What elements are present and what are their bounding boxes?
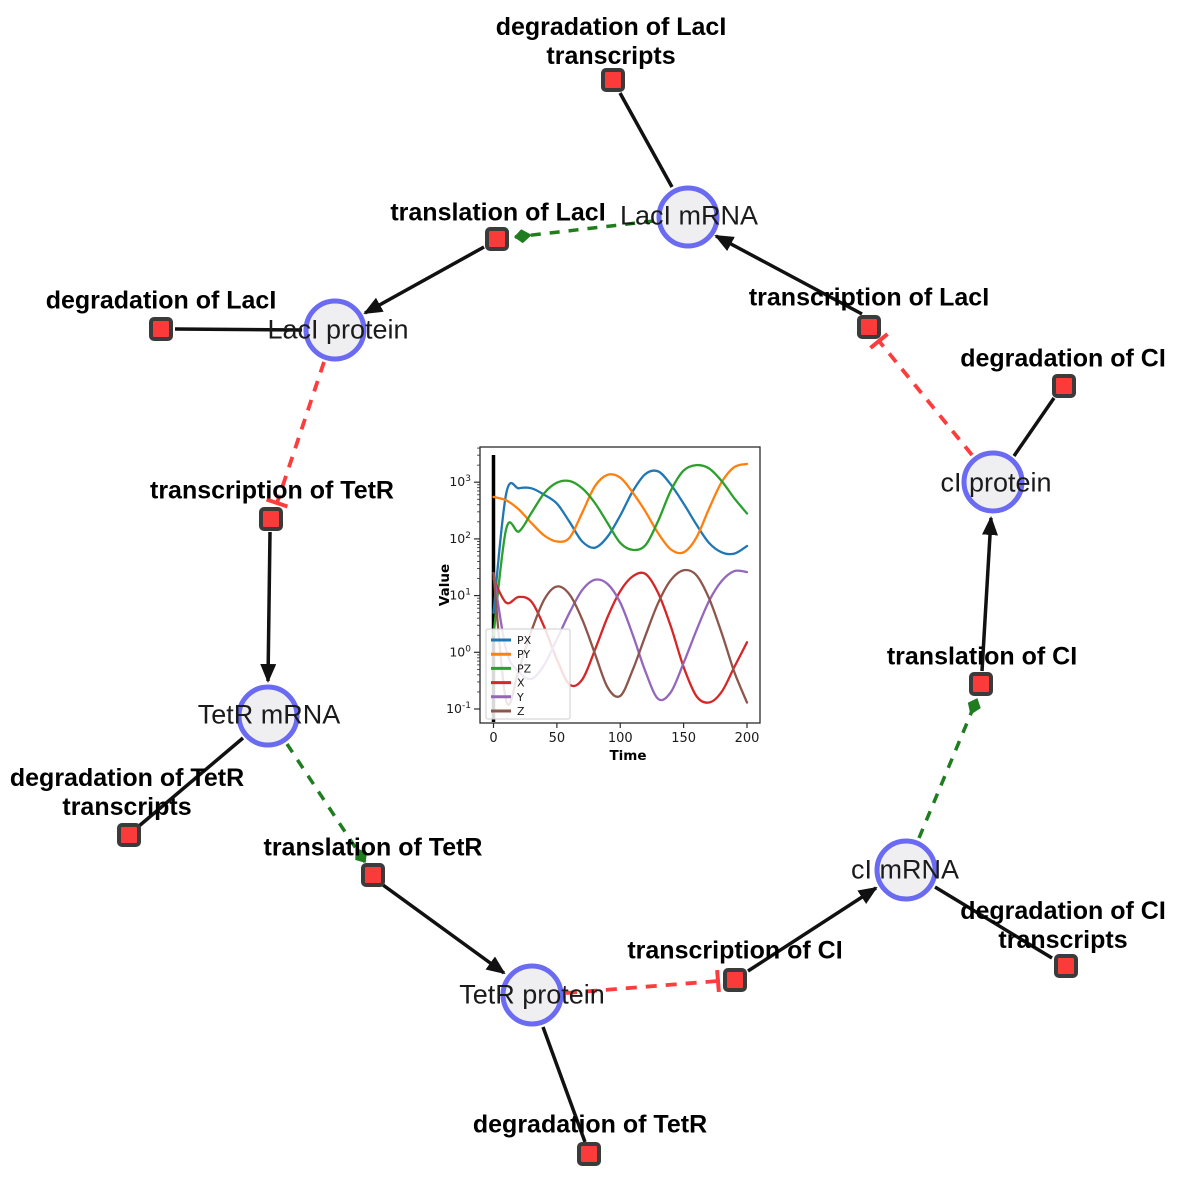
reaction-degradation-of-tetr[interactable]: [577, 1142, 601, 1166]
legend-label-Y: Y: [516, 691, 524, 704]
reaction-degradation-of-laci[interactable]: [149, 317, 173, 341]
node-tetr-mrna[interactable]: [236, 684, 300, 748]
reaction-label-degradation-of-ci-transcripts: degradation of CI transcripts: [960, 897, 1166, 954]
edge-transcription-tetr-to-tetr-mrna: [260, 531, 277, 683]
reaction-label-transcription-of-tetr: transcription of TetR: [150, 476, 394, 505]
x-tick-label: 50: [549, 731, 566, 746]
y-tick-label: 10-1: [446, 701, 471, 716]
series-line-PZ: [492, 463, 749, 637]
node-label-ci-mrna: cI mRNA: [851, 854, 959, 885]
reaction-label-transcription-of-laci: transcription of LacI: [748, 283, 990, 312]
edge-translation-laci-to-laci-protein: [363, 245, 485, 315]
edge-ci-mrna-to-translation-ci: [917, 698, 981, 839]
x-axis-label: Time: [609, 748, 646, 764]
edge-transcription-ci-to-ci-mrna: [747, 886, 878, 973]
edge-laci-protein-to-deg-laci: [174, 327, 303, 332]
x-tick-label: 200: [735, 731, 760, 746]
legend-label-PZ: PZ: [517, 662, 532, 675]
reaction-label-degradation-of-laci-transcripts: degradation of LacI transcripts: [495, 13, 727, 70]
y-tick-label: 103: [449, 474, 471, 489]
edge-transcription-laci-to-laci-mrna: [714, 234, 863, 316]
edge-tetr-protein-to-deg-tetr: [541, 1026, 587, 1143]
edge-ci-protein-to-deg-ci: [1012, 397, 1056, 457]
node-label-tetr-protein: TetR protein: [459, 979, 605, 1010]
series-line-X: [492, 571, 749, 704]
node-ci-protein[interactable]: [961, 450, 1025, 514]
reaction-transcription-of-laci[interactable]: [857, 315, 881, 339]
edge-translation-tetr-to-tetr-protein: [381, 883, 506, 975]
reaction-label-degradation-of-tetr: degradation of TetR: [472, 1110, 708, 1139]
edge-tetr-protein-inhibits-transcription-ci: [565, 969, 721, 995]
axes-box: [479, 446, 761, 724]
x-tick-label: 150: [671, 731, 696, 746]
reaction-label-degradation-of-tetr-transcripts: degradation of TetR transcripts: [9, 764, 245, 821]
x-tick-label: 0: [489, 731, 497, 746]
legend-label-X: X: [517, 677, 525, 690]
edge-ci-protein-inhibits-transcription-laci: [869, 332, 974, 457]
edge-tetr-mrna-to-deg-tetr-transcripts: [137, 736, 245, 828]
reaction-label-translation-of-tetr: translation of TetR: [263, 833, 483, 862]
legend-label-PY: PY: [517, 648, 530, 661]
edge-laci-mrna-to-translation-laci: [514, 219, 655, 244]
legend-label-PX: PX: [517, 634, 532, 647]
node-label-ci-protein: cI protein: [940, 467, 1052, 498]
reaction-degradation-of-laci-transcripts[interactable]: [601, 68, 625, 92]
y-tick-label: 102: [449, 531, 471, 546]
reaction-label-transcription-of-ci: transcription of CI: [627, 936, 843, 965]
reaction-label-translation-of-ci: translation of CI: [886, 642, 1078, 671]
node-ci-mrna[interactable]: [874, 838, 938, 902]
edge-ci-mrna-to-deg-ci-transcripts: [934, 885, 1053, 960]
y-tick-label: 100: [449, 644, 471, 659]
reaction-translation-of-ci[interactable]: [969, 672, 993, 696]
node-label-laci-protein: LacI protein: [267, 314, 409, 345]
reaction-label-translation-of-laci: translation of LacI: [390, 198, 606, 227]
node-laci-mrna[interactable]: [656, 185, 720, 249]
reaction-transcription-of-ci[interactable]: [723, 968, 747, 992]
y-axis-label: Value: [437, 564, 453, 606]
node-laci-protein[interactable]: [303, 298, 367, 362]
reaction-label-degradation-of-laci: degradation of LacI: [45, 286, 277, 315]
series-line-PX: [492, 469, 749, 614]
edge-laci-protein-inhibits-transcription-tetr: [265, 361, 326, 509]
node-label-tetr-mrna: TetR mRNA: [197, 699, 341, 730]
reaction-translation-of-tetr[interactable]: [361, 863, 385, 887]
legend-label-Z: Z: [517, 705, 525, 718]
reaction-translation-of-laci[interactable]: [485, 227, 509, 251]
x-tick-label: 100: [608, 731, 633, 746]
edge-tetr-mrna-to-translation-tetr: [285, 743, 367, 863]
reaction-degradation-of-ci-transcripts[interactable]: [1054, 954, 1078, 978]
series-line-PY: [492, 462, 749, 555]
edge-translation-ci-to-ci-protein: [980, 516, 998, 672]
reaction-transcription-of-tetr[interactable]: [259, 507, 283, 531]
reaction-degradation-of-ci[interactable]: [1052, 374, 1076, 398]
reaction-label-degradation-of-ci: degradation of CI: [960, 344, 1166, 373]
reaction-degradation-of-tetr-transcripts[interactable]: [117, 823, 141, 847]
edge-laci-mrna-to-deg-laci-transcripts: [618, 92, 674, 188]
node-tetr-protein[interactable]: [500, 963, 564, 1027]
node-label-laci-mrna: LacI mRNA: [619, 200, 759, 231]
